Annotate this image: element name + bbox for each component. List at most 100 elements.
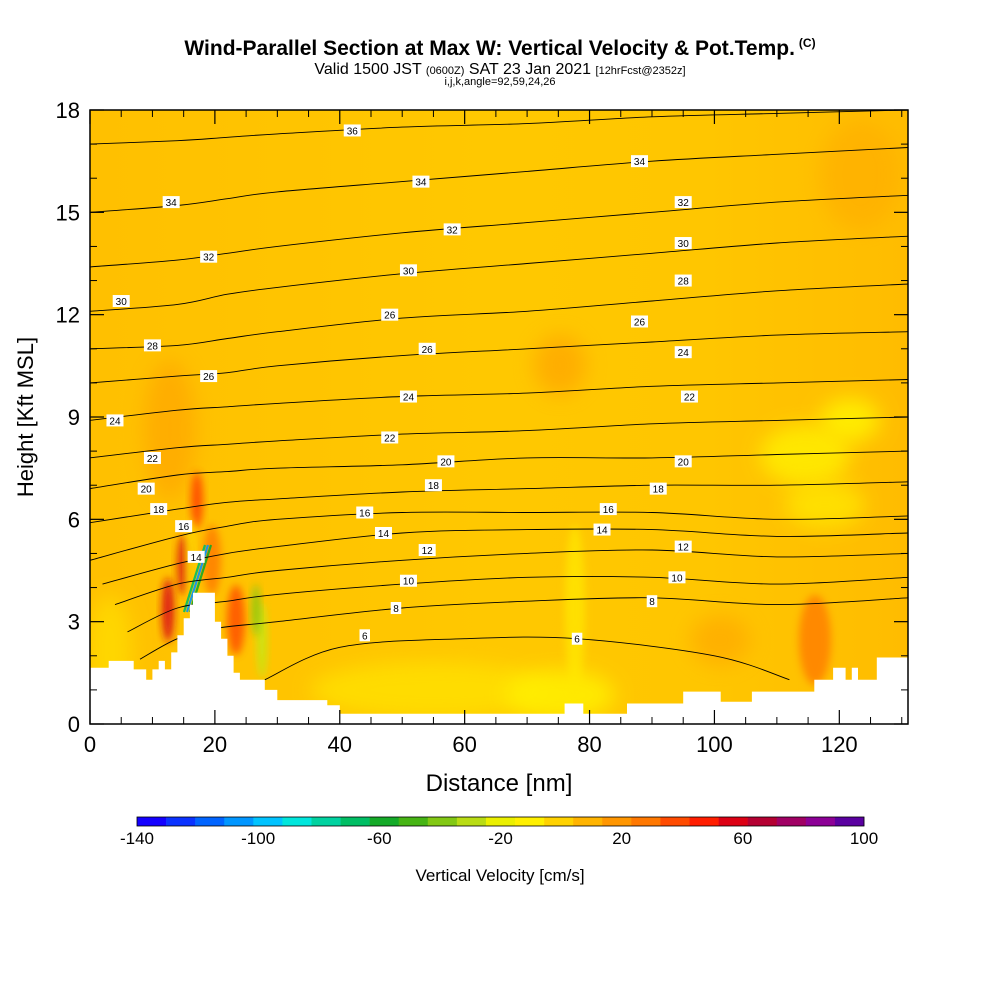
contour-label-bg-15 <box>418 342 436 355</box>
colorbar-swatch <box>805 817 836 826</box>
colorbar-swatch <box>631 817 661 826</box>
contour-label-bg-3 <box>412 175 430 188</box>
contour-label-26: 26 <box>203 372 215 383</box>
chart-subtitle: Valid 1500 JST (0600Z) SAT 23 Jan 2021 [… <box>0 61 1000 79</box>
x-tick-label: 20 <box>203 732 227 757</box>
contour-label-bg-16 <box>674 346 692 359</box>
x-tick-label: 60 <box>452 732 476 757</box>
contour-label-bg-35 <box>418 544 436 557</box>
contour-label-bg-18 <box>399 390 417 403</box>
y-tick-label: 9 <box>68 405 80 430</box>
contour-label-bg-25 <box>137 482 155 495</box>
contour-label-30: 30 <box>116 297 128 308</box>
contour-label-26: 26 <box>634 317 646 328</box>
contour-label-bg-22 <box>143 451 161 464</box>
theta-contour-18 <box>90 481 908 524</box>
theta-contour-28 <box>90 283 908 350</box>
velocity-anomaly-16 <box>227 585 245 655</box>
contour-label-bg-13 <box>630 315 648 328</box>
theta-contour-12 <box>114 549 908 606</box>
contour-label-20: 20 <box>678 457 690 468</box>
contour-label-bg-31 <box>175 520 193 533</box>
contour-label-bg-20 <box>106 414 124 427</box>
subtitle-z-time: (0600Z) <box>425 65 465 77</box>
contour-label-32: 32 <box>447 225 459 236</box>
contour-label-26: 26 <box>422 345 434 356</box>
chart-title-text: Wind-Parallel Section at Max W: Vertical… <box>184 37 795 60</box>
colorbar-label: Vertical Velocity [cm/s] <box>415 866 584 885</box>
velocity-anomaly-4 <box>760 425 850 485</box>
colorbar-swatch <box>311 817 341 826</box>
contour-label-bg-41 <box>359 629 370 642</box>
theta-contour-36 <box>90 110 908 145</box>
velocity-anomaly-11 <box>690 615 750 665</box>
colorbar-swatch <box>427 817 458 826</box>
contour-label-34: 34 <box>415 178 427 189</box>
chart-subtitle-indices: i,j,k,angle=92,59,24,26 <box>444 76 556 88</box>
contour-label-bg-24 <box>674 455 692 468</box>
velocity-anomaly-14 <box>177 535 189 595</box>
contour-label-36: 36 <box>347 126 359 137</box>
contour-label-bg-12 <box>381 308 399 321</box>
contour-label-16: 16 <box>178 522 190 533</box>
contour-label-14: 14 <box>378 529 390 540</box>
contour-label-bg-37 <box>399 574 417 587</box>
colorbar-swatch <box>369 817 400 826</box>
contour-label-12: 12 <box>422 546 434 557</box>
colorbar-swatch <box>515 817 545 826</box>
velocity-anomaly-2 <box>534 335 586 395</box>
y-tick-label: 15 <box>56 200 80 225</box>
colorbar-swatch <box>718 817 748 826</box>
contour-label-26: 26 <box>384 311 396 322</box>
velocity-anomaly-8 <box>505 670 615 720</box>
contour-label-bg-9 <box>399 264 417 277</box>
velocity-anomaly-1 <box>144 360 196 500</box>
plot-area: 36 34 34 32 34 32 30 32 30 28 30 26 26 28 26 24 26 24 22 24… <box>90 110 908 724</box>
contour-label-20: 20 <box>141 485 153 496</box>
subtitle-date: SAT 23 Jan 2021 <box>468 61 592 78</box>
contour-label-bg-33 <box>593 523 611 536</box>
y-axis-label: Height [Kft MSL] <box>13 337 38 497</box>
velocity-field-background <box>90 110 908 724</box>
chart-title-tag: (C) <box>798 36 816 50</box>
contour-label-22: 22 <box>684 393 696 404</box>
contour-label-22: 22 <box>147 454 159 465</box>
theta-contour-labels: 36 34 34 32 34 32 30 32 30 28 30 26 26 28 26 24 26 24 22 24… <box>106 124 698 646</box>
contour-label-10: 10 <box>403 577 415 588</box>
chart-title: Wind-Parallel Section at Max W: Vertical… <box>0 36 1000 61</box>
colorbar-swatch <box>137 817 167 826</box>
contour-label-6: 6 <box>574 635 580 646</box>
contour-label-bg-38 <box>668 571 686 584</box>
theta-contour-16 <box>90 511 908 561</box>
theta-contour-30 <box>90 235 908 312</box>
y-tick-label: 0 <box>68 712 80 737</box>
colorbar-swatch <box>485 817 516 826</box>
y-tick-label: 6 <box>68 507 80 532</box>
colorbar-tick-label: 20 <box>612 829 631 848</box>
colorbar-swatch <box>398 817 429 826</box>
contour-label-bg-26 <box>424 479 442 492</box>
colorbar-swatch <box>776 817 807 826</box>
contour-label-bg-21 <box>381 431 399 444</box>
theta-contour-22 <box>90 416 908 459</box>
colorbar-tick-label: 60 <box>733 829 752 848</box>
x-tick-label: 100 <box>696 732 733 757</box>
contour-label-8: 8 <box>393 604 399 615</box>
colorbar-swatch <box>747 817 778 826</box>
velocity-anomaly-10 <box>799 595 831 685</box>
contour-label-bg-23 <box>437 455 455 468</box>
contour-label-22: 22 <box>384 433 396 444</box>
contour-label-28: 28 <box>147 341 159 352</box>
contour-label-14: 14 <box>596 526 608 537</box>
colorbar-swatch <box>573 817 603 826</box>
colorbar-swatch <box>660 817 690 826</box>
colorbar-swatch <box>340 817 370 826</box>
colorbar-swatch <box>282 817 312 826</box>
contour-label-32: 32 <box>203 253 215 264</box>
colorbar-swatch <box>602 817 632 826</box>
contour-label-bg-8 <box>200 250 218 263</box>
colorbar-frame <box>136 816 865 827</box>
contour-label-bg-40 <box>646 595 658 608</box>
subtitle-forecast: [12hrFcst@2352z] <box>595 65 686 77</box>
x-tick-label: 0 <box>84 732 96 757</box>
